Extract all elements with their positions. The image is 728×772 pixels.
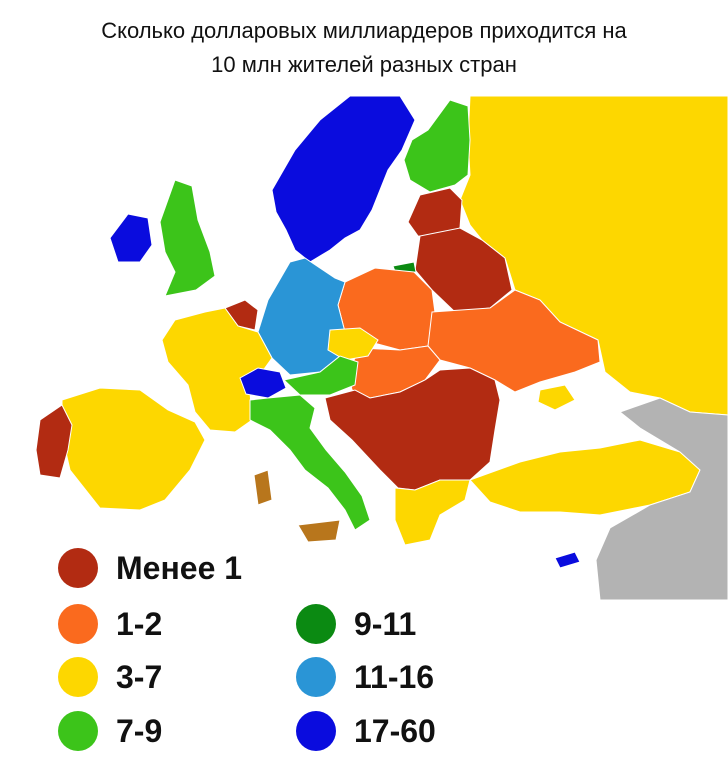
legend-label: 1-2 — [116, 605, 163, 642]
region-scandinavia — [271, 95, 416, 263]
legend-swatch — [296, 657, 336, 697]
region-ukraine — [427, 289, 601, 393]
region-no-data — [595, 397, 728, 601]
legend-label: 17-60 — [354, 712, 436, 749]
legend-label: 7-9 — [116, 712, 163, 749]
region-sicily — [297, 519, 341, 543]
legend-swatch — [58, 548, 98, 588]
legend-swatch — [296, 711, 336, 751]
region-crimea — [537, 384, 576, 411]
region-balkans — [324, 367, 501, 491]
region-austria — [282, 355, 359, 396]
map-title: Сколько долларовых миллиардеров приходит… — [0, 14, 728, 82]
legend-item-1-2: 1-2 — [58, 604, 162, 644]
legend-item-7-9: 7-9 — [58, 711, 162, 751]
region-czech — [327, 327, 379, 361]
legend-label: 9-11 — [354, 605, 417, 642]
region-spain — [61, 387, 206, 511]
legend-swatch — [58, 604, 98, 644]
legend-item-less-1: Менее 1 — [58, 548, 242, 588]
region-sardinia — [253, 469, 273, 506]
legend-item-3-7: 3-7 — [58, 657, 162, 697]
region-cyprus — [554, 551, 581, 569]
region-belarus — [414, 227, 513, 313]
region-uk — [159, 179, 216, 297]
region-italy — [249, 394, 371, 531]
region-switzerland — [239, 367, 287, 399]
legend-item-9-11: 9-11 — [296, 604, 416, 644]
legend-swatch — [296, 604, 336, 644]
title-line-1: Сколько долларовых миллиардеров приходит… — [101, 18, 627, 43]
title-line-2: 10 млн жителей разных стран — [211, 52, 517, 77]
region-finland — [403, 99, 471, 193]
legend-label: Менее 1 — [116, 549, 243, 586]
legend-item-11-16: 11-16 — [296, 657, 434, 697]
legend-item-17-60: 17-60 — [296, 711, 436, 751]
region-ireland — [109, 213, 153, 263]
region-greece — [394, 479, 471, 546]
legend-swatch — [58, 711, 98, 751]
legend-swatch — [58, 657, 98, 697]
legend-label: 3-7 — [116, 658, 163, 695]
region-portugal — [35, 404, 73, 479]
legend-label: 11-16 — [354, 658, 435, 695]
